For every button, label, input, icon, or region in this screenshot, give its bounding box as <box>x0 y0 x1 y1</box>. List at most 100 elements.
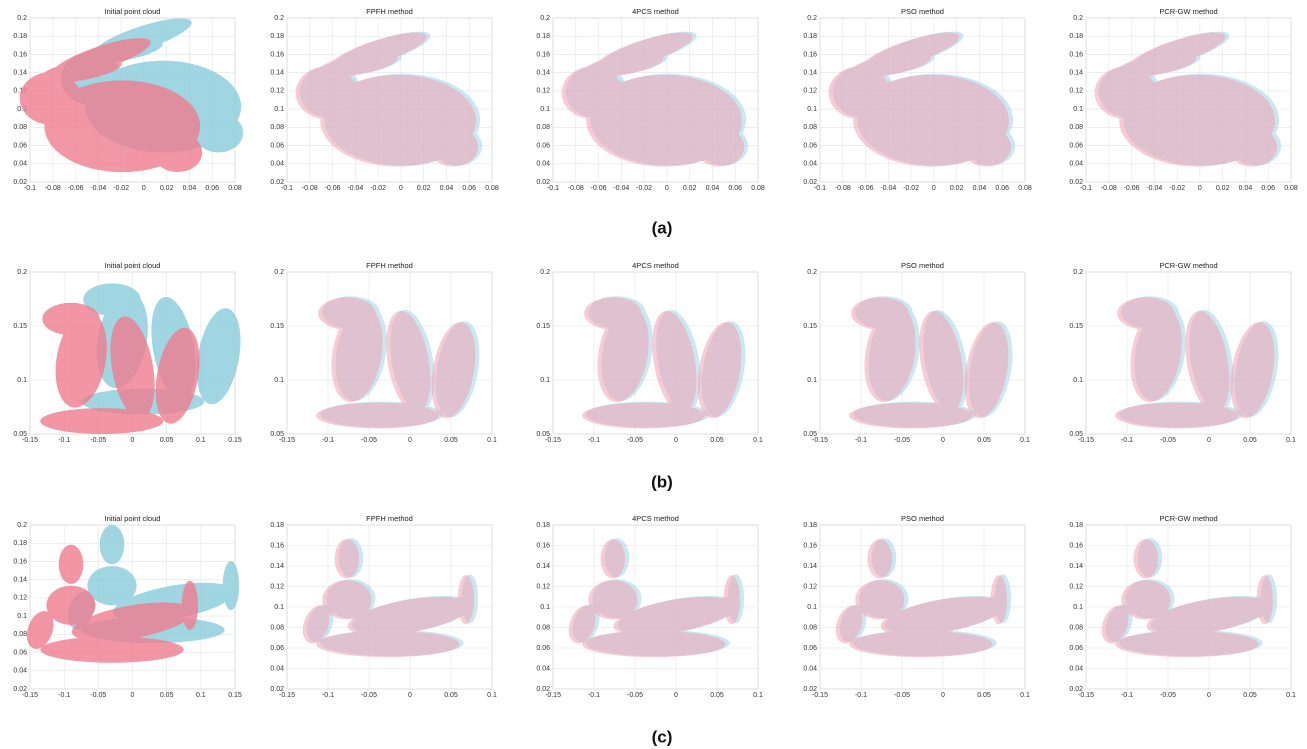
x-tick-label: -0.15 <box>812 437 828 444</box>
x-tick-label: -0.15 <box>22 692 38 699</box>
x-tick-label: 0.08 <box>485 185 499 192</box>
cloud-blob <box>194 113 244 153</box>
y-tick-label: 0.08 <box>1069 624 1083 631</box>
x-tick-label: -0.1 <box>24 185 36 192</box>
y-tick-label: 0.08 <box>270 624 284 631</box>
y-tick-label: 0.1 <box>807 604 817 611</box>
x-tick-label: 0.05 <box>1243 692 1257 699</box>
x-tick-label: -0.15 <box>22 437 38 444</box>
x-tick-label: 0.05 <box>710 692 724 699</box>
y-tick-label: 0.04 <box>13 668 27 675</box>
x-tick-label: -0.05 <box>894 692 910 699</box>
y-tick-label: 0.15 <box>536 323 550 330</box>
y-tick-label: 0.02 <box>803 179 817 186</box>
cloud-blob <box>26 610 54 649</box>
cloud-blob <box>295 66 358 120</box>
y-tick-label: 0.14 <box>536 70 550 77</box>
y-tick-label: 0.2 <box>540 15 550 22</box>
x-tick-label: -0.1 <box>1121 692 1133 699</box>
y-tick-label: 0.12 <box>536 88 550 95</box>
y-tick-label: 0.04 <box>1069 665 1083 672</box>
y-tick-label: 0.12 <box>13 595 27 602</box>
x-tick-label: -0.1 <box>814 185 826 192</box>
cloud-blob <box>828 66 891 120</box>
x-tick-label: 0 <box>142 185 146 192</box>
y-tick-label: 0.08 <box>536 624 550 631</box>
x-tick-label: 0.06 <box>995 185 1009 192</box>
y-tick-label: 0.16 <box>13 558 27 565</box>
y-tick-label: 0.14 <box>803 70 817 77</box>
x-tick-label: -0.02 <box>636 185 652 192</box>
point-cloud <box>302 539 474 658</box>
x-tick-label: 0 <box>665 185 669 192</box>
y-tick-label: 0.14 <box>270 563 284 570</box>
y-tick-label: 0.1 <box>540 377 550 384</box>
y-tick-label: 0.14 <box>1069 70 1083 77</box>
x-tick-label: -0.05 <box>90 437 106 444</box>
y-tick-label: 0.15 <box>1069 323 1083 330</box>
cloud-blob <box>316 52 398 77</box>
y-tick-label: 0.15 <box>13 323 27 330</box>
y-tick-label: 0.05 <box>13 431 27 438</box>
y-tick-label: 0.14 <box>1069 563 1083 570</box>
cloud-blob <box>322 580 372 620</box>
y-tick-label: 0.1 <box>17 377 27 384</box>
chart-title: FPFH method <box>366 514 413 523</box>
x-tick-label: 0.06 <box>1261 185 1275 192</box>
cloud-blob <box>835 605 863 644</box>
y-tick-label: 0.18 <box>270 522 284 529</box>
y-tick-label: 0.02 <box>13 686 27 693</box>
cloud-blob <box>40 636 184 663</box>
x-tick-label: -0.06 <box>591 185 607 192</box>
cloud-blob <box>55 311 107 408</box>
y-tick-label: 0.12 <box>803 583 817 590</box>
x-tick-label: 0.08 <box>1284 185 1298 192</box>
y-tick-label: 0.2 <box>17 522 27 529</box>
y-tick-label: 0.1 <box>17 613 27 620</box>
point-cloud <box>828 32 1012 167</box>
chart-title: PCR-GW method <box>1159 261 1217 270</box>
cloud-blob <box>1230 322 1275 419</box>
y-tick-label: 0.12 <box>13 88 27 95</box>
x-tick-label: -0.1 <box>1121 437 1133 444</box>
cloud-blob <box>864 305 916 403</box>
cloud-blob <box>582 402 706 429</box>
x-tick-label: -0.08 <box>45 185 61 192</box>
x-tick-label: 0.1 <box>196 437 206 444</box>
x-tick-label: -0.15 <box>1078 692 1094 699</box>
y-tick-label: 0.15 <box>803 323 817 330</box>
y-tick-label: 0.18 <box>13 540 27 547</box>
x-tick-label: 0 <box>131 437 135 444</box>
y-tick-label: 0.02 <box>270 686 284 693</box>
x-tick-label: -0.06 <box>68 185 84 192</box>
x-tick-label: -0.08 <box>835 185 851 192</box>
x-tick-label: 0 <box>1207 692 1211 699</box>
y-tick-label: 0.2 <box>540 269 550 276</box>
point-cloud <box>40 302 200 435</box>
y-tick-label: 0.04 <box>270 161 284 168</box>
y-tick-label: 0.08 <box>270 124 284 131</box>
x-tick-label: 0.04 <box>440 185 454 192</box>
x-tick-label: 0.05 <box>160 692 174 699</box>
y-tick-label: 0.1 <box>807 377 817 384</box>
y-tick-label: 0.2 <box>1073 15 1083 22</box>
y-tick-label: 0.04 <box>803 161 817 168</box>
y-tick-label: 0.02 <box>270 179 284 186</box>
cloud-blob <box>153 132 203 173</box>
y-tick-label: 0.18 <box>1069 522 1083 529</box>
y-tick-label: 0.05 <box>803 431 817 438</box>
x-tick-label: -0.05 <box>627 437 643 444</box>
x-tick-label: 0.1 <box>1286 437 1296 444</box>
y-tick-label: 0.02 <box>1069 686 1083 693</box>
cloud-blob <box>919 310 964 414</box>
y-tick-label: 0.2 <box>17 15 27 22</box>
y-tick-label: 0.1 <box>17 106 27 113</box>
x-tick-label: -0.15 <box>1078 437 1094 444</box>
x-tick-label: 0.05 <box>977 692 991 699</box>
y-tick-label: 0.1 <box>1073 106 1083 113</box>
x-tick-label: -0.04 <box>90 185 106 192</box>
cloud-blob <box>1094 66 1157 120</box>
cloud-blob <box>561 66 624 120</box>
chart-title: Initial point cloud <box>105 261 161 270</box>
point-cloud <box>1094 32 1278 167</box>
